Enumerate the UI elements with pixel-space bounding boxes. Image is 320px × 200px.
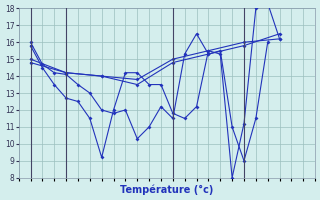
- X-axis label: Température (°c): Température (°c): [120, 185, 213, 195]
